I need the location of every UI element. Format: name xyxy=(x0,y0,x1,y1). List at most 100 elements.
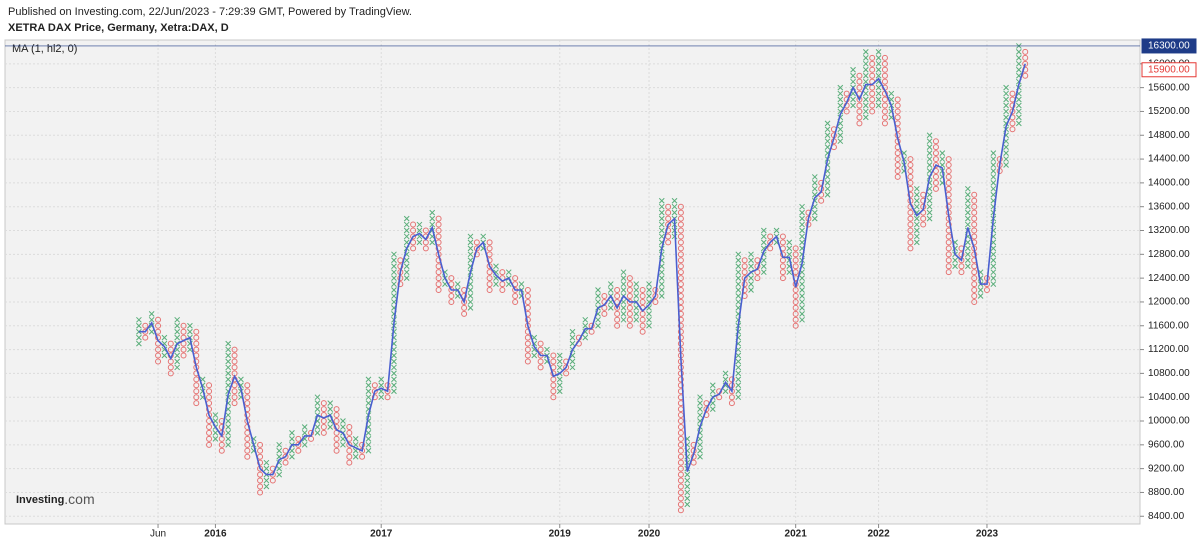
x-column xyxy=(595,287,601,329)
x-box xyxy=(939,150,946,156)
x-box xyxy=(607,305,614,311)
x-box xyxy=(276,447,283,454)
x-tick-label: 2022 xyxy=(867,529,890,540)
o-box xyxy=(397,281,404,288)
o-box xyxy=(779,263,786,270)
o-box xyxy=(894,167,901,174)
o-box xyxy=(384,394,391,401)
o-box xyxy=(257,489,264,496)
x-box xyxy=(926,197,933,204)
o-box xyxy=(257,459,264,466)
o-box xyxy=(665,209,672,216)
x-box xyxy=(799,215,805,222)
o-box xyxy=(894,96,901,103)
x-box xyxy=(735,358,742,365)
x-box xyxy=(799,239,805,246)
x-box xyxy=(811,174,818,180)
o-box xyxy=(461,310,468,317)
price-marker-label: 15900.00 xyxy=(1148,64,1190,75)
o-column xyxy=(142,322,149,341)
x-box xyxy=(187,328,193,335)
x-box xyxy=(671,203,678,210)
x-box xyxy=(658,215,665,222)
o-box xyxy=(193,400,200,407)
o-box xyxy=(677,334,684,341)
x-box xyxy=(671,209,678,216)
x-box xyxy=(174,328,181,335)
x-box xyxy=(327,424,334,430)
x-box xyxy=(697,406,703,412)
o-box xyxy=(244,394,251,401)
o-box xyxy=(346,447,353,454)
o-box xyxy=(626,292,633,299)
o-box xyxy=(677,471,684,478)
x-box xyxy=(391,352,397,359)
x-box xyxy=(416,221,423,228)
o-box xyxy=(473,239,480,246)
o-box xyxy=(971,191,978,198)
o-box xyxy=(971,292,978,299)
x-box xyxy=(990,185,997,192)
o-box xyxy=(971,215,978,222)
x-box xyxy=(301,430,308,436)
x-box xyxy=(875,49,882,55)
o-box xyxy=(346,441,353,448)
x-box xyxy=(391,358,397,365)
o-box xyxy=(193,382,200,389)
o-box xyxy=(677,477,684,484)
x-box xyxy=(913,227,920,234)
o-box xyxy=(167,340,174,347)
o-box xyxy=(206,406,213,413)
x-box xyxy=(990,168,997,174)
o-box xyxy=(677,209,684,216)
y-tick-label: 9600.00 xyxy=(1148,439,1185,450)
x-box xyxy=(161,352,168,359)
o-box xyxy=(346,453,353,460)
o-box xyxy=(1009,102,1016,109)
x-box xyxy=(1003,108,1009,115)
x-box xyxy=(748,281,754,287)
x-box xyxy=(913,203,920,210)
o-box xyxy=(410,245,417,252)
x-box xyxy=(939,156,946,162)
x-box xyxy=(748,263,754,270)
x-box xyxy=(658,227,665,234)
x-box xyxy=(786,245,793,252)
x-column xyxy=(620,269,627,323)
o-box xyxy=(881,54,888,61)
x-column xyxy=(837,84,844,145)
x-box xyxy=(799,281,805,287)
x-box xyxy=(837,126,844,133)
o-box xyxy=(193,340,200,347)
x-box xyxy=(493,281,499,287)
x-box xyxy=(403,233,410,240)
o-box xyxy=(971,281,978,288)
x-box xyxy=(684,495,691,502)
o-column xyxy=(563,358,570,377)
o-box xyxy=(677,423,684,430)
x-tick-label: 2020 xyxy=(638,529,661,540)
o-box xyxy=(142,334,149,341)
x-box xyxy=(735,388,742,395)
o-box xyxy=(486,239,493,246)
o-box xyxy=(614,287,621,294)
x-box xyxy=(735,269,742,276)
x-box xyxy=(391,257,397,264)
x-box xyxy=(658,269,665,276)
x-box xyxy=(722,370,729,377)
o-box xyxy=(779,233,786,240)
x-box xyxy=(238,376,244,383)
o-box xyxy=(894,150,901,157)
x-box xyxy=(748,275,754,281)
x-box xyxy=(990,257,997,264)
o-box xyxy=(524,340,531,347)
x-box xyxy=(684,483,691,490)
x-box xyxy=(824,126,831,133)
o-box xyxy=(524,298,531,305)
x-box xyxy=(467,293,474,299)
o-box xyxy=(512,292,519,299)
o-box xyxy=(371,382,378,389)
x-box xyxy=(697,441,703,448)
o-box xyxy=(677,418,684,425)
